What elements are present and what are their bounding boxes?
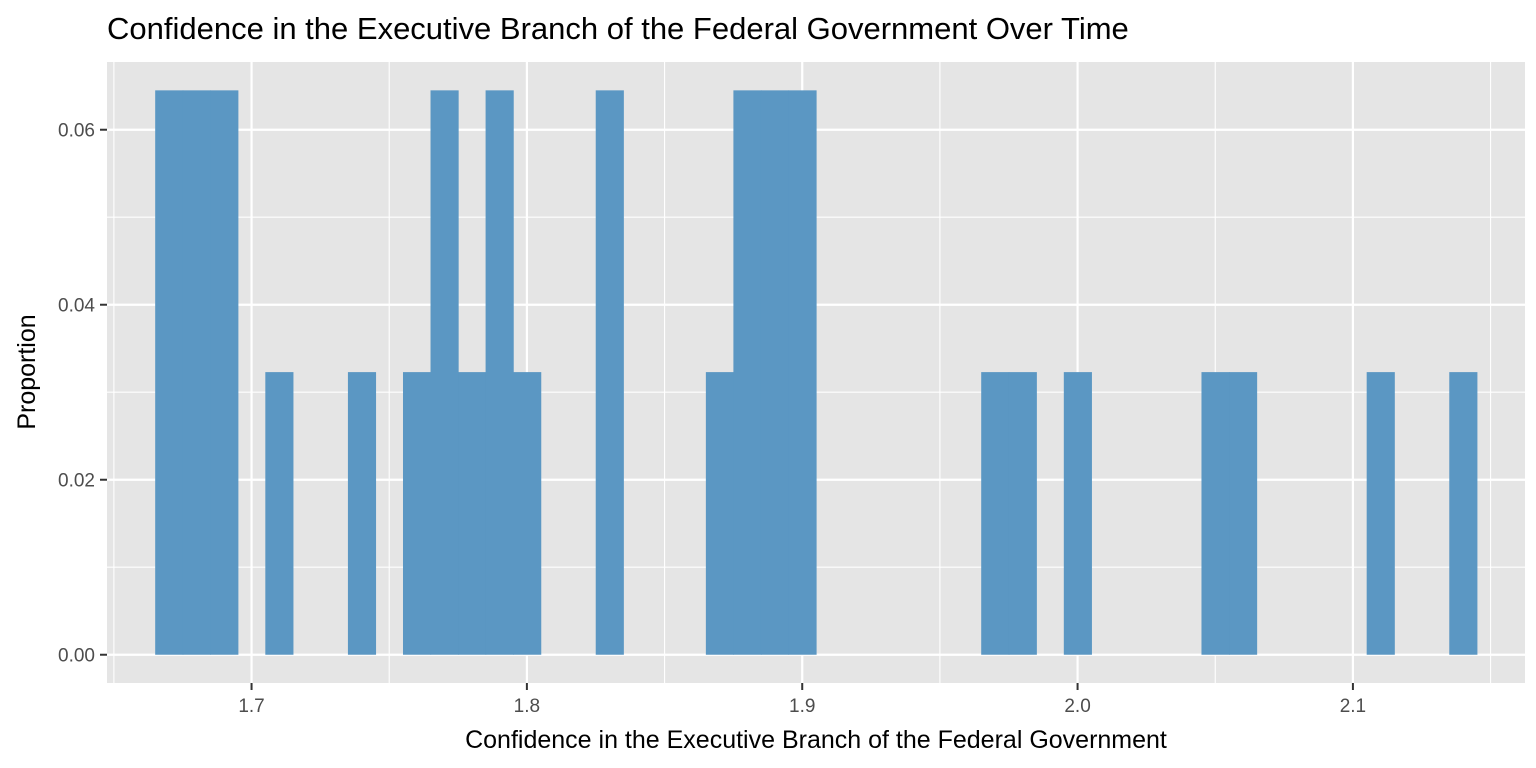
bar-20: [1366, 372, 1395, 655]
bar-7: [458, 372, 487, 655]
bar-12: [733, 90, 762, 655]
grid-minor: [107, 62, 1525, 683]
bar-4: [347, 372, 377, 655]
bar-6: [430, 90, 459, 655]
y-axis: 0.00 0.02 0.04 0.06: [58, 121, 107, 667]
bar-19: [1229, 372, 1258, 655]
bar-15: [981, 372, 1010, 655]
x-axis-title: Confidence in the Executive Branch of th…: [465, 726, 1167, 754]
x-tick-label-3: 2.0: [1064, 696, 1090, 717]
x-tick-label-4: 2.1: [1340, 696, 1366, 717]
bar-2: [210, 90, 239, 655]
x-axis: 1.7 1.8 1.9 2.0 2.1: [238, 683, 1366, 717]
bar-13: [760, 90, 790, 655]
y-axis-title: Proportion: [13, 314, 41, 429]
y-tick-label-1: 0.02: [58, 471, 95, 492]
chart-title: Confidence in the Executive Branch of th…: [107, 11, 1129, 46]
bar-11: [705, 372, 734, 655]
x-tick-label-0: 1.7: [238, 696, 264, 717]
y-tick-label-3: 0.06: [58, 121, 95, 142]
bar-0: [155, 90, 184, 655]
y-tick-label-0: 0.00: [58, 646, 95, 667]
x-tick-label-2: 1.9: [789, 696, 815, 717]
bar-16: [1008, 372, 1037, 655]
bar-9: [513, 372, 542, 655]
y-tick-label-2: 0.04: [58, 296, 95, 317]
bar-8: [485, 90, 514, 655]
bar-5: [402, 372, 432, 655]
bars: [155, 90, 1478, 655]
bar-10: [595, 90, 624, 655]
x-tick-label-1: 1.8: [514, 696, 540, 717]
bar-21: [1449, 372, 1478, 655]
bar-3: [265, 372, 294, 655]
bar-17: [1063, 372, 1092, 655]
bar-1: [182, 90, 211, 655]
bar-14: [788, 90, 817, 655]
bar-18: [1201, 372, 1230, 655]
